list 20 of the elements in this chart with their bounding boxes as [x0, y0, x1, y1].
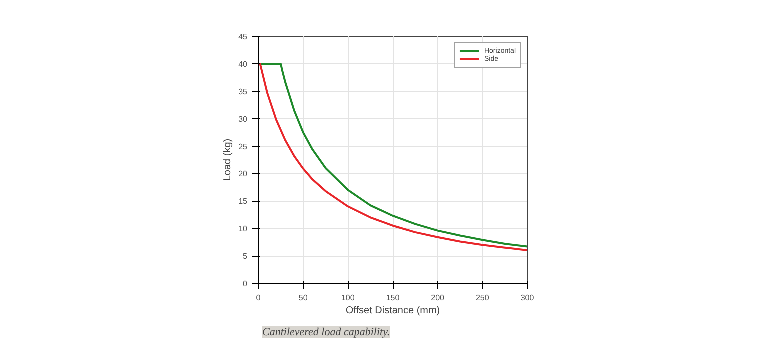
x-axis-title: Offset Distance (mm)	[346, 306, 440, 316]
y-tick-label: 40	[238, 60, 248, 69]
y-tick-label: 25	[238, 142, 248, 152]
x-tick-label: 100	[341, 294, 356, 302]
x-tick-label: 250	[476, 294, 490, 302]
y-axis-title: Load (kg)	[222, 138, 234, 182]
x-tick-label: 200	[431, 294, 446, 302]
y-tick-label: 15	[238, 197, 248, 206]
x-tick-label: 0	[256, 294, 262, 302]
y-tick-label: 20	[238, 170, 248, 179]
x-tick-label: 300	[520, 294, 535, 302]
y-tick-label: 45	[238, 32, 248, 42]
x-tick-label: 50	[298, 294, 308, 302]
text: Cantilevered load capability.	[262, 326, 390, 338]
y-tick-label: 0	[243, 280, 248, 288]
y-tick-label: 5	[243, 252, 248, 262]
y-tick-label: 10	[238, 224, 248, 234]
x-tick-label: 150	[386, 294, 400, 302]
y-tick-label: 30	[238, 114, 248, 124]
y-tick-label: 35	[238, 87, 248, 96]
